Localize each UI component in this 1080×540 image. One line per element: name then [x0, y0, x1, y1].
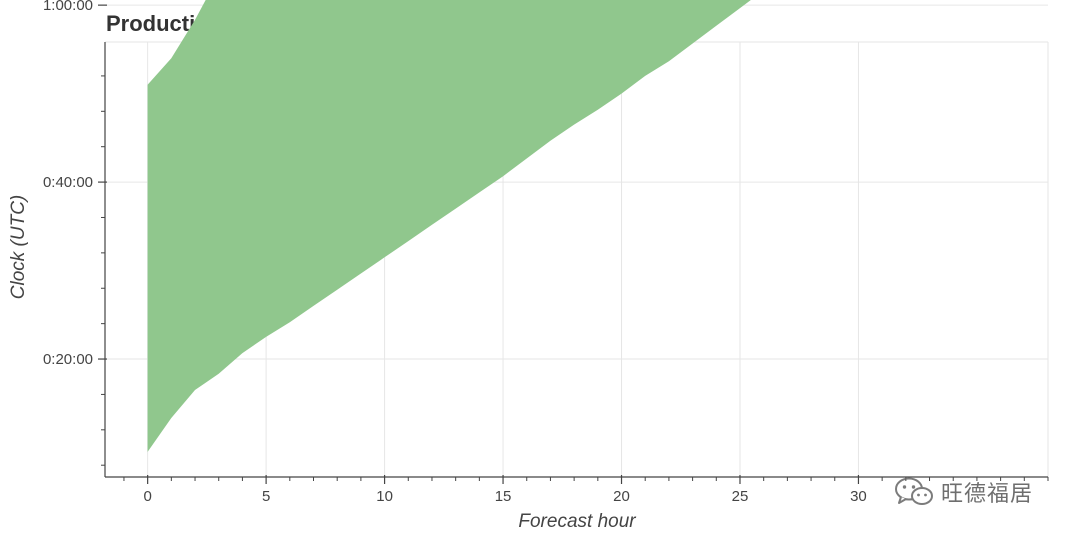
x-tick-label: 30	[850, 488, 867, 505]
x-axis-label: Forecast hour	[518, 511, 636, 532]
x-tick-label: 20	[613, 488, 630, 505]
x-tick-label: 10	[376, 488, 393, 505]
y-tick-label: 0:40:00	[43, 174, 93, 191]
production-time-band	[147, 0, 751, 452]
y-axis-label: Clock (UTC)	[8, 194, 29, 300]
x-tick-label: 25	[732, 488, 749, 505]
wechat-icon	[895, 477, 933, 505]
y-tick-label: 1:00:00	[43, 0, 93, 14]
watermark-text: 旺德福居	[941, 482, 1034, 507]
x-tick-label: 15	[495, 488, 512, 505]
watermark: 旺德福居	[893, 475, 1033, 509]
x-tick-label: 5	[262, 488, 270, 505]
x-tick-label: 0	[143, 488, 151, 505]
y-tick-label: 0:20:00	[43, 351, 93, 368]
